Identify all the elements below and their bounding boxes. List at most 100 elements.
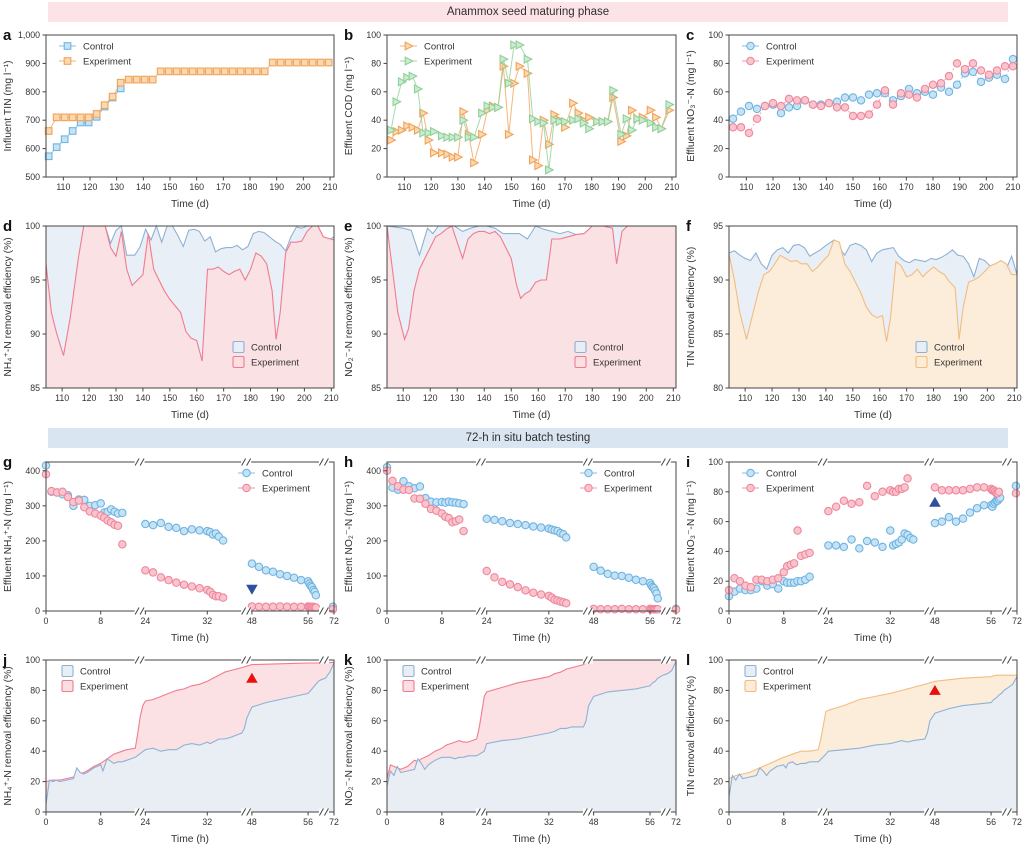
- series-control: [386, 661, 677, 812]
- svg-text:140: 140: [136, 393, 151, 403]
- chart-c: 110 120 130 140 150 160 170 180 190 200 210 0 20 40 60…: [686, 27, 1020, 210]
- chart-j: 0 8 24 32 48 56 72 0 20 40 60 80 100 Time (h) NH₄⁺-N r…: [2, 652, 339, 845]
- svg-text:Experiment: Experiment: [766, 484, 814, 495]
- svg-text:60: 60: [713, 87, 723, 97]
- svg-text:190: 190: [612, 393, 627, 403]
- svg-text:72: 72: [671, 616, 681, 626]
- x-axis-label: Time (d): [854, 410, 892, 421]
- panel-letter: a: [3, 27, 12, 44]
- banner-seed-maturing-phase: Anammox seed maturing phase: [48, 2, 1008, 22]
- svg-text:110: 110: [397, 182, 411, 192]
- svg-text:72: 72: [671, 817, 681, 827]
- x-axis-label: Time (h): [513, 633, 551, 644]
- legend: Control Experiment: [238, 469, 310, 495]
- legend: Control Experiment: [59, 42, 131, 68]
- svg-text:0: 0: [44, 817, 49, 827]
- svg-text:40: 40: [371, 115, 381, 125]
- series-experiment: [382, 466, 681, 614]
- svg-text:20: 20: [371, 777, 381, 787]
- axes: 110 120 130 140 150 160 170 180 190 200 210 500 600 7…: [3, 30, 337, 210]
- svg-text:900: 900: [25, 58, 40, 68]
- svg-text:100: 100: [366, 571, 381, 581]
- svg-text:150: 150: [163, 182, 178, 192]
- svg-text:160: 160: [872, 182, 887, 192]
- chart-e: 110 120 130 140 150 160 170 180 190 200 210 85 90 95 1…: [344, 218, 681, 421]
- panel-e: 110 120 130 140 150 160 170 180 190 200 210 85 90 95 1…: [341, 216, 683, 422]
- svg-text:160: 160: [189, 393, 204, 403]
- svg-text:72: 72: [1012, 817, 1022, 827]
- svg-text:Experiment: Experiment: [83, 57, 131, 68]
- svg-text:180: 180: [926, 182, 941, 192]
- svg-text:190: 190: [953, 393, 968, 403]
- svg-text:Control: Control: [83, 42, 114, 53]
- svg-text:190: 190: [269, 182, 284, 192]
- svg-text:130: 130: [792, 393, 807, 403]
- x-axis-label: Time (d): [513, 410, 551, 421]
- svg-text:32: 32: [885, 817, 895, 827]
- svg-text:60: 60: [371, 87, 381, 97]
- legend: Control Experiment: [574, 340, 641, 369]
- svg-text:56: 56: [986, 817, 996, 827]
- svg-text:20: 20: [713, 777, 723, 787]
- svg-text:110: 110: [738, 393, 752, 403]
- svg-text:600: 600: [25, 144, 40, 154]
- svg-text:32: 32: [544, 616, 554, 626]
- chart-d: 110 120 130 140 150 160 170 180 190 200 210 85 90 95 1…: [3, 218, 339, 421]
- annotation-triangle: [246, 672, 258, 683]
- legend: Control Experiment: [400, 41, 472, 68]
- svg-text:120: 120: [424, 182, 439, 192]
- svg-text:100: 100: [366, 655, 381, 665]
- annotation-triangle: [929, 684, 941, 695]
- svg-text:0: 0: [718, 807, 723, 817]
- legend: Control Experiment: [742, 42, 814, 68]
- svg-text:Experiment: Experiment: [421, 682, 469, 693]
- series-experiment: [44, 58, 333, 135]
- chart-f: 110 120 130 140 150 160 170 180 190 200 210 80 85 90 9…: [686, 218, 1022, 421]
- axes: 110 120 130 140 150 160 170 180 190 200 210 0 20 40 60…: [686, 30, 1020, 210]
- legend: Control Experiment: [744, 664, 811, 693]
- legend: Control Experiment: [742, 469, 814, 495]
- svg-text:210: 210: [324, 393, 339, 403]
- svg-text:200: 200: [296, 182, 311, 192]
- series-experiment: [728, 239, 1017, 388]
- panel-letter: i: [686, 454, 690, 471]
- svg-text:48: 48: [247, 616, 257, 626]
- svg-text:210: 210: [323, 182, 338, 192]
- svg-text:0: 0: [44, 616, 49, 626]
- chart-l: 0 8 24 32 48 56 72 0 20 40 60 80 100 Time (h) TIN remo…: [686, 652, 1022, 845]
- chart-b: 110 120 130 140 150 160 170 180 190 200 210 0 20 40 60…: [344, 27, 679, 210]
- y-axis-label: TIN removal efficiency (%): [686, 247, 697, 368]
- svg-text:210: 210: [665, 182, 680, 192]
- legend: Control Experiment: [915, 340, 982, 369]
- svg-text:Control: Control: [766, 42, 797, 53]
- svg-text:95: 95: [713, 221, 723, 231]
- svg-text:Control: Control: [766, 469, 797, 480]
- svg-text:170: 170: [558, 182, 573, 192]
- svg-text:200: 200: [980, 393, 995, 403]
- svg-text:32: 32: [885, 616, 895, 626]
- svg-text:Experiment: Experiment: [763, 682, 811, 693]
- annotation-triangle: [246, 584, 258, 595]
- svg-text:140: 140: [136, 182, 151, 192]
- svg-text:100: 100: [708, 457, 723, 467]
- panel-j: 0 8 24 32 48 56 72 0 20 40 60 80 100 Time (h) NH₄⁺-N r…: [0, 650, 341, 846]
- svg-text:140: 140: [819, 182, 834, 192]
- x-axis-label: Time (h): [171, 633, 209, 644]
- svg-text:24: 24: [140, 616, 150, 626]
- svg-text:Control: Control: [421, 667, 452, 678]
- y-axis-label: Effluent NO₂⁻-N (mg l⁻¹): [344, 481, 355, 592]
- svg-text:60: 60: [30, 716, 40, 726]
- svg-text:150: 150: [504, 182, 519, 192]
- svg-text:170: 170: [216, 393, 231, 403]
- svg-text:170: 170: [899, 182, 914, 192]
- svg-text:56: 56: [303, 616, 313, 626]
- axes: 110 120 130 140 150 160 170 180 190 200 210 0 20 40 60…: [344, 30, 679, 210]
- svg-text:95: 95: [30, 275, 40, 285]
- svg-text:32: 32: [544, 817, 554, 827]
- series-experiment: [724, 474, 1021, 595]
- svg-text:180: 180: [584, 182, 599, 192]
- svg-text:130: 130: [450, 393, 465, 403]
- series-control: [728, 676, 1018, 812]
- svg-text:160: 160: [189, 182, 204, 192]
- chart-i: 0 8 24 32 48 56 72 0 20 40 60 80 100 Time (h) Effluent…: [686, 454, 1022, 644]
